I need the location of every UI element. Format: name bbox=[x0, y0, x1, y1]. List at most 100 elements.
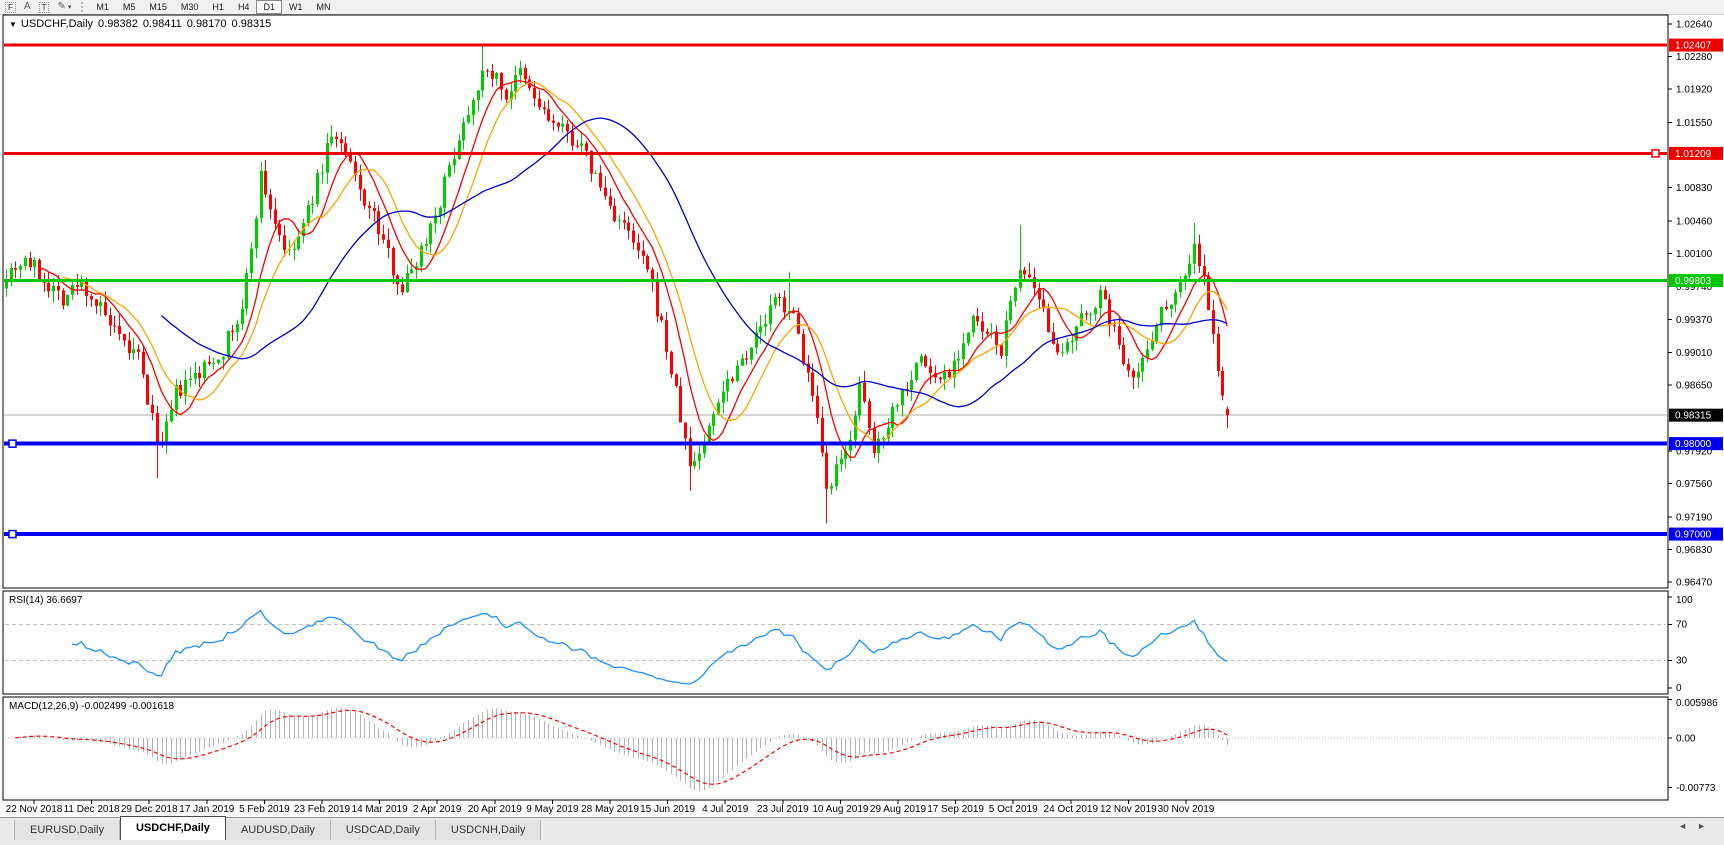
candle-body bbox=[1193, 243, 1196, 264]
font-label-icon[interactable]: A bbox=[24, 2, 31, 12]
candle-body bbox=[104, 302, 107, 316]
candle-body bbox=[377, 211, 380, 235]
level-handle-support-2[interactable] bbox=[8, 529, 17, 539]
rsi-panel[interactable] bbox=[2, 590, 1669, 695]
timeframe-button-m1[interactable]: M1 bbox=[96, 2, 109, 12]
price-tick-label: 0.96830 bbox=[1676, 545, 1713, 556]
level-handle-resistance-2[interactable] bbox=[1651, 149, 1660, 158]
bottom-strip bbox=[0, 840, 1724, 845]
date-tick-label: 10 Aug 2019 bbox=[812, 804, 869, 815]
timeframe-button-mn[interactable]: MN bbox=[316, 2, 331, 12]
tab-scroll-left-icon[interactable]: ◄ bbox=[1678, 821, 1698, 831]
candle-body bbox=[590, 150, 593, 174]
candle-body bbox=[10, 268, 13, 281]
chevron-down-icon[interactable]: ▾ bbox=[67, 4, 72, 11]
candle-body bbox=[835, 464, 838, 487]
candle-body bbox=[472, 100, 475, 116]
timeframe-button-h1[interactable]: H1 bbox=[212, 2, 224, 12]
candle-body bbox=[1071, 340, 1074, 343]
candle-body bbox=[1221, 370, 1224, 396]
candle-body bbox=[269, 194, 272, 210]
candle-body bbox=[783, 297, 786, 313]
draw-style-icon[interactable]: ✎ ▾ bbox=[57, 2, 71, 12]
candle-body bbox=[863, 382, 866, 402]
candle-body bbox=[439, 207, 442, 216]
candle-body bbox=[448, 165, 451, 177]
candle-body bbox=[1146, 349, 1149, 358]
macd-label: MACD(12,26,9) -0.002499 -0.001618 bbox=[9, 701, 175, 712]
fibonacci-icon[interactable]: F bbox=[5, 1, 16, 13]
candle-body bbox=[170, 409, 173, 422]
price-badge-label: 0.98315 bbox=[1675, 411, 1712, 422]
price-tick-label: 0.99740 bbox=[1676, 282, 1713, 293]
date-tick-label: 14 Mar 2019 bbox=[352, 804, 409, 815]
timeframe-button-m15[interactable]: M15 bbox=[149, 2, 167, 12]
candle-body bbox=[693, 460, 696, 467]
candle-body bbox=[368, 205, 371, 208]
ohlc-high: 0.98411 bbox=[142, 18, 182, 30]
price-tick-label: 1.00830 bbox=[1676, 183, 1713, 194]
tab-eurusd[interactable]: EURUSD,Daily bbox=[14, 820, 120, 841]
candle-body bbox=[1155, 325, 1158, 342]
ma-mid-orange bbox=[62, 81, 1228, 444]
level-handle-support-1[interactable] bbox=[8, 439, 17, 448]
candle-body bbox=[868, 401, 871, 429]
candle-body bbox=[1160, 306, 1163, 326]
candle-body bbox=[623, 220, 626, 223]
candle-body bbox=[665, 320, 668, 352]
timeframe-button-d1[interactable]: D1 bbox=[256, 0, 282, 14]
price-tick-label: 1.02640 bbox=[1676, 20, 1713, 31]
candle-body bbox=[142, 351, 145, 375]
candle-body bbox=[1188, 263, 1191, 276]
tab-usdcnh[interactable]: USDCNH,Daily bbox=[435, 820, 542, 841]
candle-body bbox=[906, 389, 909, 391]
text-icon[interactable]: T bbox=[38, 1, 50, 13]
candle-body bbox=[1047, 308, 1050, 333]
candle-body bbox=[38, 260, 41, 280]
tab-audusd[interactable]: AUDUSD,Daily bbox=[225, 820, 331, 841]
candle-body bbox=[1061, 351, 1064, 353]
price-tick-label: 0.99370 bbox=[1676, 315, 1713, 326]
timeframe-button-m30[interactable]: M30 bbox=[180, 2, 199, 12]
candle-body bbox=[359, 174, 362, 190]
candlestick-series bbox=[5, 45, 1229, 524]
candle-body bbox=[406, 273, 409, 293]
candle-body bbox=[722, 391, 725, 403]
candle-body bbox=[1023, 270, 1026, 275]
tab-usdchf[interactable]: USDCHF,Daily bbox=[119, 816, 226, 841]
candle-body bbox=[57, 285, 60, 291]
candle-body bbox=[1038, 288, 1041, 300]
candle-body bbox=[840, 458, 843, 465]
price-tick-label: 1.00100 bbox=[1676, 249, 1713, 260]
timeframe-button-m5[interactable]: M5 bbox=[122, 2, 136, 12]
collapse-triangle-icon[interactable]: ▼ bbox=[9, 20, 17, 29]
timeframe-button-h4[interactable]: H4 bbox=[237, 2, 250, 12]
date-tick-label: 9 May 2019 bbox=[526, 804, 579, 815]
candle-body bbox=[811, 372, 814, 396]
price-badge-label: 1.01209 bbox=[1675, 149, 1712, 160]
date-tick-label: 5 Feb 2019 bbox=[239, 804, 290, 815]
tab-usdcad[interactable]: USDCAD,Daily bbox=[330, 820, 436, 841]
candle-body bbox=[203, 361, 206, 378]
candle-body bbox=[957, 358, 960, 361]
price-tick-label: 1.00460 bbox=[1676, 217, 1713, 228]
timeframe-button-w1[interactable]: W1 bbox=[288, 2, 303, 12]
candle-body bbox=[901, 389, 904, 406]
price-tick-label: 0.97190 bbox=[1676, 512, 1713, 523]
candle-body bbox=[198, 373, 201, 378]
candle-body bbox=[1005, 320, 1008, 356]
candle-body bbox=[137, 349, 140, 352]
main-panel[interactable] bbox=[2, 14, 1669, 589]
date-tick-label: 17 Sep 2019 bbox=[927, 804, 984, 815]
candle-body bbox=[118, 325, 121, 334]
candle-body bbox=[891, 406, 894, 428]
candle-body bbox=[85, 279, 88, 296]
macd-panel[interactable] bbox=[2, 696, 1669, 801]
candle-body bbox=[1108, 299, 1111, 326]
candle-body bbox=[613, 205, 616, 222]
tab-scroll-right-icon[interactable]: ► bbox=[1697, 821, 1716, 831]
candle-body bbox=[1179, 279, 1182, 293]
date-tick-label: 12 Nov 2019 bbox=[1100, 804, 1157, 815]
date-tick-label: 23 Jul 2019 bbox=[757, 804, 809, 815]
